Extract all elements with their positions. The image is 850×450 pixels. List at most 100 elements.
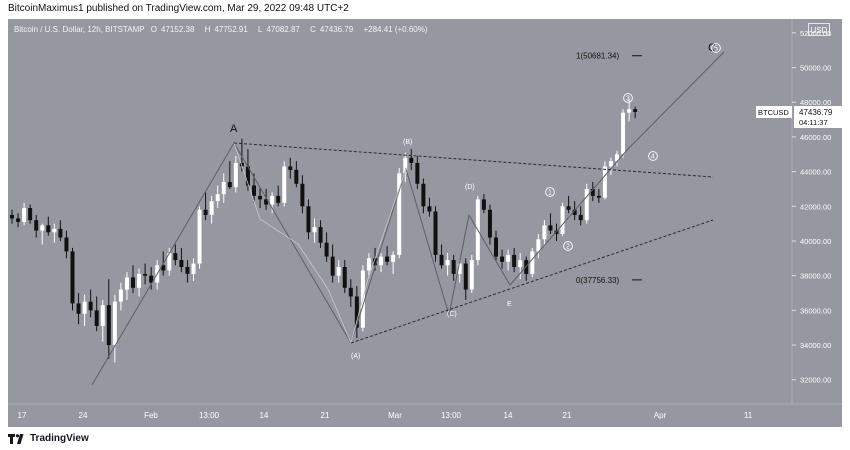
candle — [342, 266, 347, 288]
candle — [276, 195, 281, 203]
price-tag — [794, 106, 842, 129]
high-value: 47752.91 — [214, 25, 248, 34]
open-label: O — [150, 25, 158, 34]
candle — [197, 209, 202, 264]
close-label: C — [310, 25, 316, 34]
candle — [312, 227, 317, 233]
wave-circle — [623, 93, 633, 103]
wave-label-subwave: (A) — [351, 353, 360, 360]
candle — [584, 188, 589, 221]
candle — [487, 209, 492, 238]
candle — [149, 275, 154, 283]
candle — [124, 277, 129, 290]
high-label: H — [204, 25, 211, 34]
candle — [409, 157, 414, 163]
candle — [64, 237, 69, 252]
bar-countdown: 04:11:37 — [799, 118, 828, 127]
candle — [252, 185, 256, 196]
last-price-label: 47436.79 — [799, 108, 833, 117]
x-tick-label: Mar — [388, 411, 402, 420]
wave-label-impulse: 4 — [651, 154, 655, 161]
candle — [239, 162, 244, 167]
candle — [52, 228, 57, 233]
candle — [512, 254, 517, 267]
candle — [336, 266, 341, 276]
candle — [469, 260, 474, 290]
x-tick-label: Apr — [654, 411, 667, 420]
price-chart[interactable]: 52000.00 50000.00 48000.00 46000.00 44000.00… — [8, 19, 842, 427]
candle — [58, 228, 63, 238]
candle — [536, 239, 541, 252]
candle — [179, 260, 184, 267]
wave-circle — [711, 43, 721, 53]
currency-badge[interactable]: USD — [808, 23, 830, 36]
tradingview-brand: TradingView — [30, 433, 89, 444]
x-tick-label: Feb — [144, 411, 158, 420]
candle — [34, 220, 39, 231]
candle — [542, 225, 547, 240]
chart-canvas[interactable]: 52000.00 50000.00 48000.00 46000.00 44000.00… — [8, 19, 842, 427]
candle — [457, 263, 462, 274]
candle — [445, 260, 450, 266]
candle — [627, 109, 632, 113]
y-tick-label: 42000.00 — [800, 202, 831, 211]
candle — [500, 256, 505, 262]
wave-label-A: A — [230, 123, 238, 135]
candle — [264, 199, 269, 205]
candle — [106, 305, 111, 346]
candle — [300, 183, 305, 207]
candle — [615, 154, 619, 162]
y-tick-label: 34000.00 — [800, 341, 831, 350]
candle — [451, 260, 456, 274]
y-tick-label: 52000.00 — [800, 29, 831, 38]
candle — [391, 254, 396, 262]
x-tick-label: 24 — [79, 411, 88, 420]
candle — [421, 183, 426, 207]
y-tick-label: 44000.00 — [800, 168, 831, 177]
x-tick-label: 14 — [504, 411, 513, 420]
candle — [22, 208, 27, 222]
candle — [554, 230, 559, 235]
candle — [94, 310, 99, 326]
candle — [294, 169, 299, 184]
candle — [288, 166, 293, 170]
candle — [348, 287, 353, 297]
y-tick-label: 40000.00 — [800, 237, 831, 246]
candle — [608, 161, 613, 167]
candle — [143, 273, 148, 276]
candle — [415, 162, 420, 184]
candle — [118, 289, 123, 302]
candle — [366, 258, 371, 271]
candle — [76, 303, 81, 314]
publisher-line: BitcoinMaximus1 published on TradingView… — [8, 3, 349, 14]
candle — [379, 256, 384, 266]
candle — [324, 242, 329, 257]
candle — [221, 182, 226, 195]
candle — [354, 296, 359, 328]
ticker-label: BTCUSD — [758, 108, 789, 117]
fib-level-label: 1(50681.34) — [576, 52, 619, 61]
elliott-wave-path — [91, 51, 725, 386]
candle — [112, 301, 117, 346]
wave-label-subwave: (D) — [465, 184, 475, 191]
candle — [40, 225, 45, 231]
candle — [397, 173, 402, 255]
candle — [173, 253, 178, 261]
candle — [227, 182, 232, 188]
change-value: +284.41 (+0.60%) — [363, 25, 428, 34]
candle — [46, 225, 51, 233]
lower-trendline — [350, 219, 714, 344]
candle — [191, 263, 196, 274]
fib-level-label: 0(37756.33) — [576, 276, 619, 285]
candle — [385, 256, 390, 262]
candle — [427, 206, 432, 212]
candle — [463, 263, 468, 290]
symbol-legend: Bitcoin / U.S. Dollar, 12h, BITSTAMP O 47… — [14, 25, 432, 34]
candle — [215, 194, 220, 202]
ticker-tag — [756, 106, 792, 119]
candle — [185, 266, 190, 274]
candle — [433, 211, 438, 255]
candle — [494, 237, 498, 257]
y-tick-label: 36000.00 — [800, 306, 831, 315]
wave-circle — [563, 241, 573, 251]
